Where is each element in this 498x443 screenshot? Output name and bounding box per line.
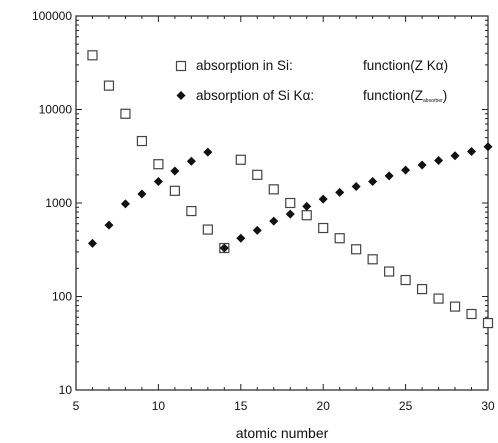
data-point-series-0 bbox=[268, 184, 279, 195]
data-point-series-1 bbox=[219, 243, 229, 253]
legend-function-series-1: function(Zabsorber) bbox=[363, 88, 447, 104]
data-point-series-1 bbox=[285, 209, 295, 219]
data-point-series-0 bbox=[252, 169, 263, 180]
data-point-series-0 bbox=[186, 205, 197, 217]
legend: absorption in Si: function(Z Kα) absorpt… bbox=[175, 58, 448, 104]
x-tick-label: 20 bbox=[317, 399, 331, 413]
data-point-series-1 bbox=[318, 194, 328, 204]
data-point-series-0 bbox=[136, 135, 148, 147]
data-point-series-1 bbox=[335, 187, 345, 197]
data-point-series-1 bbox=[384, 171, 394, 181]
data-point-series-1 bbox=[467, 147, 477, 157]
legend-label-series-0: absorption in Si: bbox=[196, 58, 293, 73]
data-point-series-0 bbox=[103, 80, 115, 91]
data-point-series-0 bbox=[120, 108, 131, 119]
data-point-series-1 bbox=[120, 199, 130, 209]
legend-label-series-1: absorption of Si Kα: bbox=[196, 88, 314, 103]
data-point-series-1 bbox=[137, 189, 147, 199]
data-point-series-0 bbox=[400, 274, 411, 286]
x-tick-label: 15 bbox=[234, 399, 248, 413]
x-tick-label: 25 bbox=[399, 399, 413, 413]
y-tick-label: 100000 bbox=[32, 9, 72, 23]
data-point-series-1 bbox=[269, 216, 279, 226]
data-marks bbox=[87, 50, 494, 329]
x-tick-label: 5 bbox=[73, 399, 80, 413]
data-point-series-0 bbox=[367, 254, 378, 265]
data-point-series-0 bbox=[466, 308, 477, 320]
legend-function-series-1-end: ) bbox=[443, 88, 448, 103]
data-point-series-0 bbox=[449, 301, 461, 312]
data-point-series-1 bbox=[203, 147, 213, 157]
data-point-series-1 bbox=[483, 142, 493, 152]
legend-function-series-0: function(Z Kα) bbox=[363, 58, 448, 73]
x-axis-label: atomic number bbox=[236, 425, 329, 441]
data-point-series-1 bbox=[186, 156, 196, 166]
data-point-series-1 bbox=[401, 165, 411, 175]
legend-function-series-1-sub: absorber bbox=[423, 98, 443, 104]
y-tick-label: 100 bbox=[52, 290, 72, 304]
data-point-series-0 bbox=[318, 222, 329, 234]
data-point-series-0 bbox=[384, 266, 395, 277]
y-tick-label: 1000 bbox=[45, 196, 72, 210]
data-point-series-1 bbox=[351, 182, 361, 192]
data-point-series-1 bbox=[104, 220, 114, 230]
y-tick-label: 10000 bbox=[39, 103, 73, 117]
data-point-series-1 bbox=[434, 155, 444, 165]
data-point-series-0 bbox=[416, 283, 428, 295]
data-point-series-1 bbox=[450, 151, 460, 161]
data-point-series-1 bbox=[87, 238, 97, 248]
legend-marker-series-0 bbox=[175, 60, 187, 72]
data-point-series-0 bbox=[202, 224, 213, 235]
data-point-series-0 bbox=[334, 233, 345, 244]
data-point-series-0 bbox=[351, 244, 362, 255]
data-point-series-1 bbox=[302, 201, 312, 211]
data-point-series-1 bbox=[252, 225, 262, 235]
data-point-series-0 bbox=[285, 197, 296, 209]
data-point-series-0 bbox=[433, 293, 444, 304]
data-point-series-1 bbox=[368, 176, 378, 186]
data-point-series-0 bbox=[153, 159, 164, 170]
x-tick-label: 10 bbox=[152, 399, 166, 413]
y-tick-label: 10 bbox=[59, 383, 73, 397]
legend-function-series-1-main: function(Z bbox=[363, 88, 423, 103]
data-point-series-1 bbox=[153, 176, 163, 186]
legend-marker-series-1 bbox=[176, 91, 186, 100]
plot-frame bbox=[75, 15, 489, 391]
data-point-series-1 bbox=[417, 160, 427, 170]
data-point-series-1 bbox=[170, 166, 180, 176]
data-point-series-0 bbox=[235, 154, 246, 165]
data-point-series-1 bbox=[236, 233, 246, 243]
data-point-series-0 bbox=[169, 185, 180, 196]
x-tick-label: 30 bbox=[481, 399, 495, 413]
data-point-series-0 bbox=[301, 210, 312, 221]
data-point-series-0 bbox=[87, 50, 98, 61]
data-point-series-0 bbox=[482, 317, 494, 329]
